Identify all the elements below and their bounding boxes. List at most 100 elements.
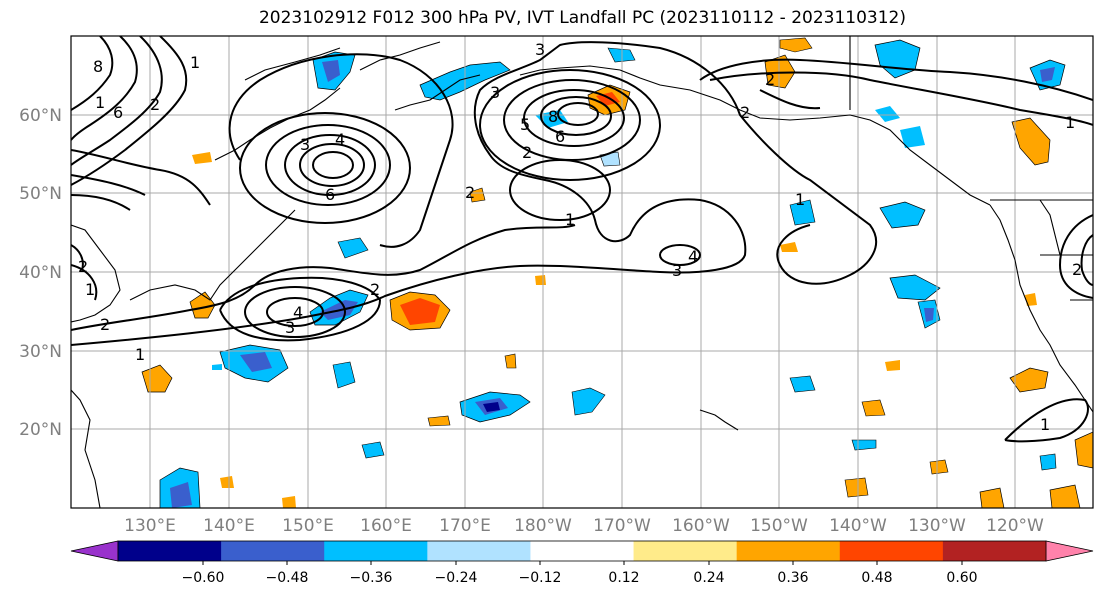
contour-label: 2	[522, 143, 532, 162]
lon-label: 170°W	[593, 516, 651, 536]
pos-patch	[192, 152, 212, 164]
colorbar-tick-label: 0.60	[946, 570, 977, 586]
colorbar-box	[736, 541, 841, 561]
pos-patch	[885, 360, 900, 371]
colorbar-box	[530, 541, 635, 561]
colorbar-tick-label: −0.12	[519, 570, 562, 586]
pos-patch	[779, 37, 813, 53]
lon-label: 180°W	[514, 516, 572, 536]
neg-patch	[212, 364, 222, 370]
contour-label: 2	[100, 315, 110, 334]
contour-label: 4	[335, 130, 345, 149]
colorbar-box	[324, 541, 428, 561]
map-frame	[70, 35, 1094, 509]
pos-patch	[427, 415, 451, 427]
lon-label: 140°E	[203, 516, 255, 536]
coastlines	[71, 36, 1093, 508]
neg-patch	[924, 308, 934, 322]
contour-label: 5	[520, 115, 530, 134]
colorbar-box	[221, 541, 325, 561]
contour-label: 2	[1072, 260, 1082, 279]
pos-patch	[1011, 117, 1051, 166]
contour-label: 1	[795, 190, 805, 209]
contour-label: 3	[535, 40, 545, 59]
pos-patch	[861, 399, 886, 417]
pos-patch	[979, 487, 1005, 508]
neg-patch	[571, 387, 606, 416]
pos-patch	[780, 242, 798, 252]
contour-label: 2	[740, 103, 750, 122]
pos-patch	[1025, 293, 1037, 306]
lon-label: 160°E	[360, 516, 412, 536]
neg-patch	[483, 402, 500, 412]
neg-patch	[337, 237, 369, 259]
contour-label: 8	[548, 107, 558, 126]
pos-patch	[1074, 431, 1093, 469]
pos-patch	[400, 298, 440, 325]
colorbar-box	[942, 541, 1047, 561]
contour-label: 1	[190, 53, 200, 72]
pos-patch	[1049, 484, 1081, 508]
lon-label: 170°E	[439, 516, 491, 536]
lon-label: 120°W	[986, 516, 1044, 536]
contour-label: 2	[465, 183, 475, 202]
lat-label: 60°N	[19, 106, 62, 126]
lon-label: 160°W	[672, 516, 730, 536]
neg-patch	[1040, 67, 1055, 82]
contour-label: 1	[135, 345, 145, 364]
pos-patch	[929, 459, 949, 475]
colorbar-box	[839, 541, 944, 561]
colorbar-tick-label: −0.36	[350, 570, 393, 586]
pc-shading	[141, 37, 1093, 508]
contour-label: 6	[113, 103, 123, 122]
neg-patch	[361, 441, 385, 459]
lon-label: 150°E	[282, 516, 334, 536]
neg-patch	[889, 274, 941, 301]
contour-label: 1	[1040, 415, 1050, 434]
pos-patch	[189, 291, 216, 319]
pos-patch	[535, 275, 546, 285]
lat-label: 20°N	[19, 420, 62, 440]
colorbar-box	[633, 541, 738, 561]
contour-label: 3	[490, 83, 500, 102]
colorbar-boxes	[118, 541, 1047, 561]
colorbar-extend-high	[1045, 540, 1094, 562]
colorbar-tick-label: −0.24	[435, 570, 478, 586]
neg-patch	[1039, 453, 1057, 471]
contour-label: 1	[1065, 113, 1075, 132]
lon-label: 130°E	[124, 516, 176, 536]
neg-patch	[879, 201, 926, 229]
pos-patch	[220, 476, 234, 488]
pos-patch	[1009, 367, 1049, 393]
neg-patch	[789, 375, 816, 393]
contour-label: 2	[150, 95, 160, 114]
contour-label: 4	[688, 247, 698, 266]
contour-label: 2	[765, 70, 775, 89]
contour-label: 4	[293, 303, 303, 322]
contour-label: 6	[325, 185, 335, 204]
contour-label: 3	[672, 261, 682, 280]
contour-label: 3	[285, 318, 295, 337]
lat-label: 50°N	[19, 184, 62, 204]
neg-patch	[170, 482, 192, 508]
neg-patch	[851, 439, 877, 451]
neg-patch	[875, 106, 900, 122]
colorbar-tick-label: 0.36	[777, 570, 808, 586]
pos-patch	[282, 496, 296, 508]
contour-label: 8	[93, 57, 103, 76]
contour-label: 2	[78, 257, 88, 276]
colorbar-ticks	[202, 561, 963, 565]
contour-label: 3	[300, 135, 310, 154]
colorbar-box	[118, 541, 222, 561]
neg-patch	[322, 60, 340, 82]
neg-patch	[332, 361, 356, 389]
lon-label: 150°W	[750, 516, 808, 536]
colorbar-tick-label: 0.48	[861, 570, 892, 586]
lon-label: 130°W	[908, 516, 966, 536]
contour-label: 1	[95, 93, 105, 112]
map-title: 2023102912 F012 300 hPa PV, IVT Landfall…	[258, 8, 906, 28]
neg-patch	[240, 352, 272, 372]
contour-labels: 8 1 2 6 1 2 3 3 4 6 3 8 5 6 2 1 3 4 2 1 …	[78, 40, 1082, 434]
pos-patch	[764, 54, 796, 89]
